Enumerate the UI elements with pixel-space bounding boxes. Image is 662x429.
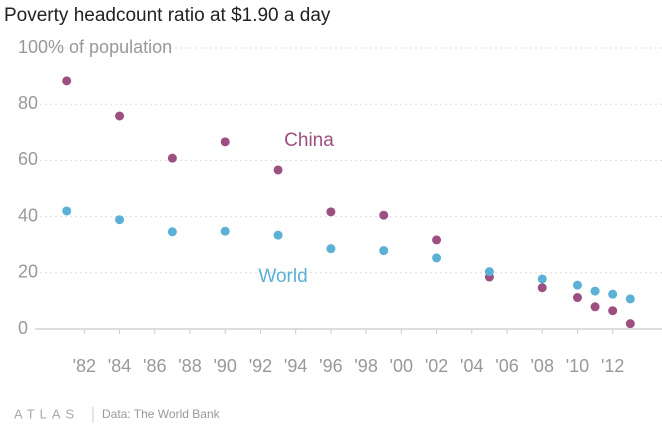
dot — [326, 244, 336, 254]
brand: ATLAS — [14, 406, 79, 421]
x-tick-label: '84 — [108, 356, 131, 376]
dot — [379, 210, 389, 220]
dot — [220, 137, 230, 147]
x-tick-label: '88 — [178, 356, 201, 376]
dot — [62, 76, 72, 86]
x-tick-label: '04 — [460, 356, 483, 376]
dot — [220, 226, 230, 236]
dot — [273, 230, 283, 240]
dot — [625, 294, 635, 304]
x-tick-label: '98 — [354, 356, 377, 376]
series-label: World — [258, 266, 307, 287]
dot — [115, 215, 125, 225]
x-tick-label: '82 — [73, 356, 96, 376]
dot — [537, 274, 547, 284]
x-tick-label: '12 — [601, 356, 624, 376]
x-tick-label: '06 — [495, 356, 518, 376]
y-tick-label: 40 — [18, 205, 38, 225]
y-tick-label: 20 — [18, 262, 38, 282]
dot — [432, 235, 442, 245]
dot — [167, 153, 177, 163]
dot — [625, 319, 635, 329]
dot — [167, 227, 177, 237]
x-tick-label: '10 — [566, 356, 589, 376]
dot — [572, 293, 582, 303]
dot — [379, 246, 389, 256]
x-tick-label: '02 — [425, 356, 448, 376]
dot — [484, 267, 494, 277]
dot — [537, 283, 547, 293]
y-tick-label: 100% of population — [18, 37, 172, 57]
x-tick-label: '08 — [531, 356, 554, 376]
chart-title: Poverty headcount ratio at $1.90 a day — [4, 5, 331, 26]
dot — [590, 302, 600, 312]
x-tick-label: '96 — [319, 356, 342, 376]
x-tick-label: '86 — [143, 356, 166, 376]
dot — [590, 286, 600, 296]
dot — [572, 280, 582, 290]
dot — [115, 111, 125, 121]
x-tick-label: '94 — [284, 356, 307, 376]
source: Data: The World Bank — [102, 407, 221, 421]
dot — [326, 207, 336, 217]
series-label: China — [284, 130, 334, 151]
dot — [608, 289, 618, 299]
y-tick-label: 60 — [18, 149, 38, 169]
dot — [432, 253, 442, 263]
x-tick-label: '90 — [213, 356, 236, 376]
x-tick-label: '00 — [390, 356, 413, 376]
y-tick-label: 0 — [18, 318, 28, 338]
dot — [62, 206, 72, 216]
y-tick-label: 80 — [18, 93, 38, 113]
dot — [273, 165, 283, 175]
dot — [608, 306, 618, 316]
x-tick-label: '92 — [249, 356, 272, 376]
